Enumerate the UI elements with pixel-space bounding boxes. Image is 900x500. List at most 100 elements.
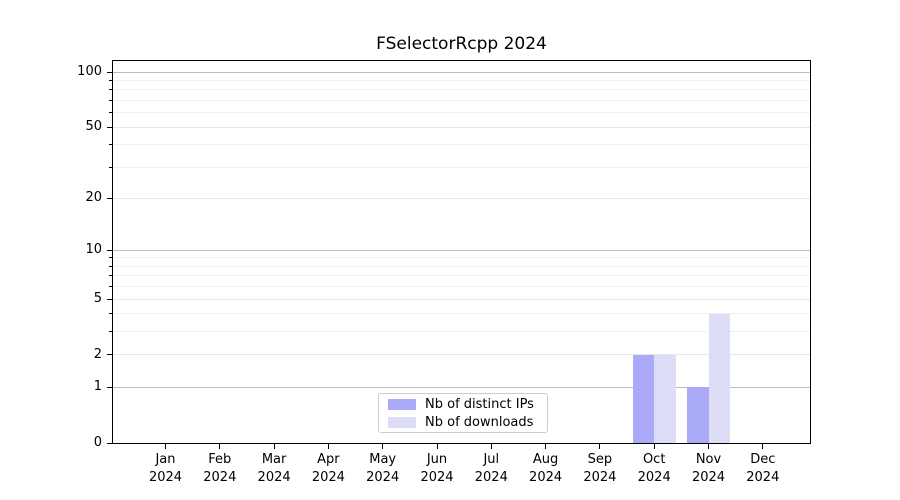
x-tick-month: Sep [587, 452, 613, 467]
minor-gridline [113, 257, 810, 259]
y-tick-label: 5 [93, 291, 102, 306]
y-tick-label: 2 [93, 346, 102, 362]
y-minor-tick [109, 112, 112, 114]
y-minor-tick [109, 286, 112, 288]
x-tick-year: 2024 [366, 470, 400, 485]
x-tick-year: 2024 [746, 470, 780, 485]
x-tick-month: Mar [261, 452, 287, 467]
x-tick-label: Aug 2024 [516, 451, 576, 487]
y-tick-label: 20 [85, 190, 102, 206]
y-minor-tick [109, 89, 112, 91]
x-tick-year: 2024 [691, 470, 726, 485]
x-tick-year: 2024 [637, 470, 671, 485]
minor-gridline [113, 80, 810, 81]
x-tick-label: Oct 2024 [624, 451, 684, 487]
y-minor-tick [109, 313, 112, 315]
legend-label-downloads: Nb of downloads [425, 414, 534, 430]
y-minor-tick [109, 80, 112, 81]
gridline [113, 197, 810, 199]
x-tick [490, 444, 492, 449]
gridline [113, 126, 810, 128]
y-tick [107, 71, 112, 73]
y-tick-label: 50 [85, 119, 102, 135]
x-tick-year: 2024 [474, 470, 508, 485]
legend-label-distinct-ips: Nb of distinct IPs [425, 396, 534, 412]
bar [632, 354, 655, 443]
x-tick [219, 444, 221, 449]
x-tick-label: Dec 2024 [733, 451, 793, 487]
legend-swatch-distinct-ips [388, 398, 416, 410]
minor-gridline [113, 89, 810, 91]
minor-gridline [113, 286, 810, 288]
legend-item-downloads: Nb of downloads [388, 416, 538, 429]
x-tick-month: Apr [317, 452, 340, 467]
minor-gridline [113, 331, 810, 333]
y-tick [107, 354, 112, 356]
x-tick-label: Apr 2024 [298, 451, 358, 487]
x-tick-month: Jul [483, 452, 500, 467]
y-minor-tick [109, 99, 112, 101]
x-tick-label: Jun 2024 [407, 451, 467, 487]
x-tick-month: May [369, 452, 397, 467]
x-tick-label: May 2024 [353, 451, 413, 487]
x-tick-year: 2024 [529, 470, 563, 485]
legend: Nb of distinct IPs Nb of downloads [378, 393, 548, 433]
x-tick-label: Sep 2024 [570, 451, 630, 487]
gridline [113, 71, 810, 73]
minor-gridline [113, 275, 810, 277]
x-tick [382, 444, 384, 449]
y-minor-tick [109, 275, 112, 277]
x-tick-year: 2024 [420, 470, 454, 485]
y-minor-tick [109, 331, 112, 333]
x-tick-month: Dec [750, 452, 776, 467]
minor-gridline [113, 313, 810, 315]
x-tick-label: Mar 2024 [244, 451, 304, 487]
x-tick-year: 2024 [203, 470, 237, 485]
minor-gridline [113, 99, 810, 101]
x-tick-label: Jan 2024 [136, 451, 196, 487]
bar [654, 354, 676, 443]
bar [687, 387, 709, 443]
x-tick [436, 444, 438, 449]
gridline [113, 249, 810, 251]
x-tick-label: Nov 2024 [679, 451, 739, 487]
x-tick [599, 444, 601, 449]
x-tick [165, 444, 166, 449]
x-tick-month: Jun [426, 452, 448, 467]
gridline [113, 386, 810, 388]
minor-gridline [113, 265, 810, 267]
y-minor-tick [109, 257, 112, 259]
x-tick-month: Aug [532, 452, 559, 467]
y-tick [107, 197, 112, 199]
y-tick-label: 1 [93, 379, 102, 395]
x-tick [327, 444, 329, 449]
x-tick [653, 444, 655, 449]
gridline [113, 354, 810, 356]
y-tick-label: 0 [93, 435, 102, 450]
y-minor-tick [109, 144, 112, 146]
y-tick [107, 249, 112, 251]
x-tick-year: 2024 [311, 470, 345, 485]
y-tick [107, 442, 112, 444]
y-tick [107, 386, 112, 388]
chart-title: FSelectorRcpp 2024 [376, 34, 547, 54]
x-tick-month: Jan [155, 452, 176, 467]
y-minor-tick [109, 166, 112, 168]
y-tick-label: 100 [77, 64, 102, 80]
minor-gridline [113, 144, 810, 146]
minor-gridline [113, 112, 810, 114]
x-tick-year: 2024 [257, 470, 291, 485]
x-tick-month: Nov [695, 452, 722, 467]
x-tick-label: Feb 2024 [190, 451, 250, 487]
bar [708, 313, 730, 443]
x-tick [708, 444, 709, 449]
y-tick-label: 10 [85, 242, 102, 258]
y-tick [107, 126, 112, 128]
x-tick [545, 444, 547, 449]
y-minor-tick [109, 265, 112, 267]
y-tick [107, 298, 112, 300]
legend-swatch-downloads [388, 416, 416, 428]
legend-item-distinct-ips: Nb of distinct IPs [388, 398, 538, 411]
plot-frame [112, 60, 811, 444]
